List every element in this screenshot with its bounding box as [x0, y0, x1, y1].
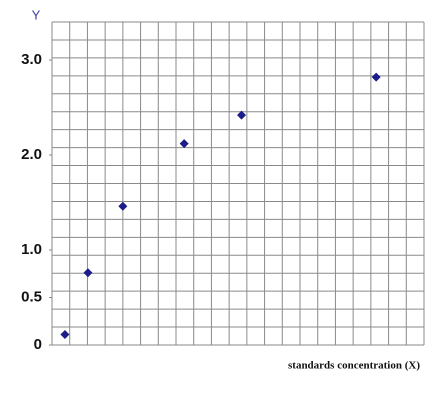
- point: [371, 72, 381, 82]
- point: [83, 268, 93, 278]
- y-tick-label: 2.0: [21, 146, 42, 163]
- point: [179, 139, 189, 149]
- y-tick-label: 0.5: [21, 288, 42, 305]
- point: [118, 201, 128, 211]
- y-axis-label: Y: [32, 7, 41, 22]
- y-tick-label: 1.0: [21, 241, 42, 258]
- y-tick-label: 3.0: [21, 51, 42, 68]
- point: [237, 110, 247, 120]
- x-axis-label: standards concentration (X): [288, 360, 420, 372]
- point: [60, 330, 70, 340]
- y-tick-label: 0: [34, 336, 42, 353]
